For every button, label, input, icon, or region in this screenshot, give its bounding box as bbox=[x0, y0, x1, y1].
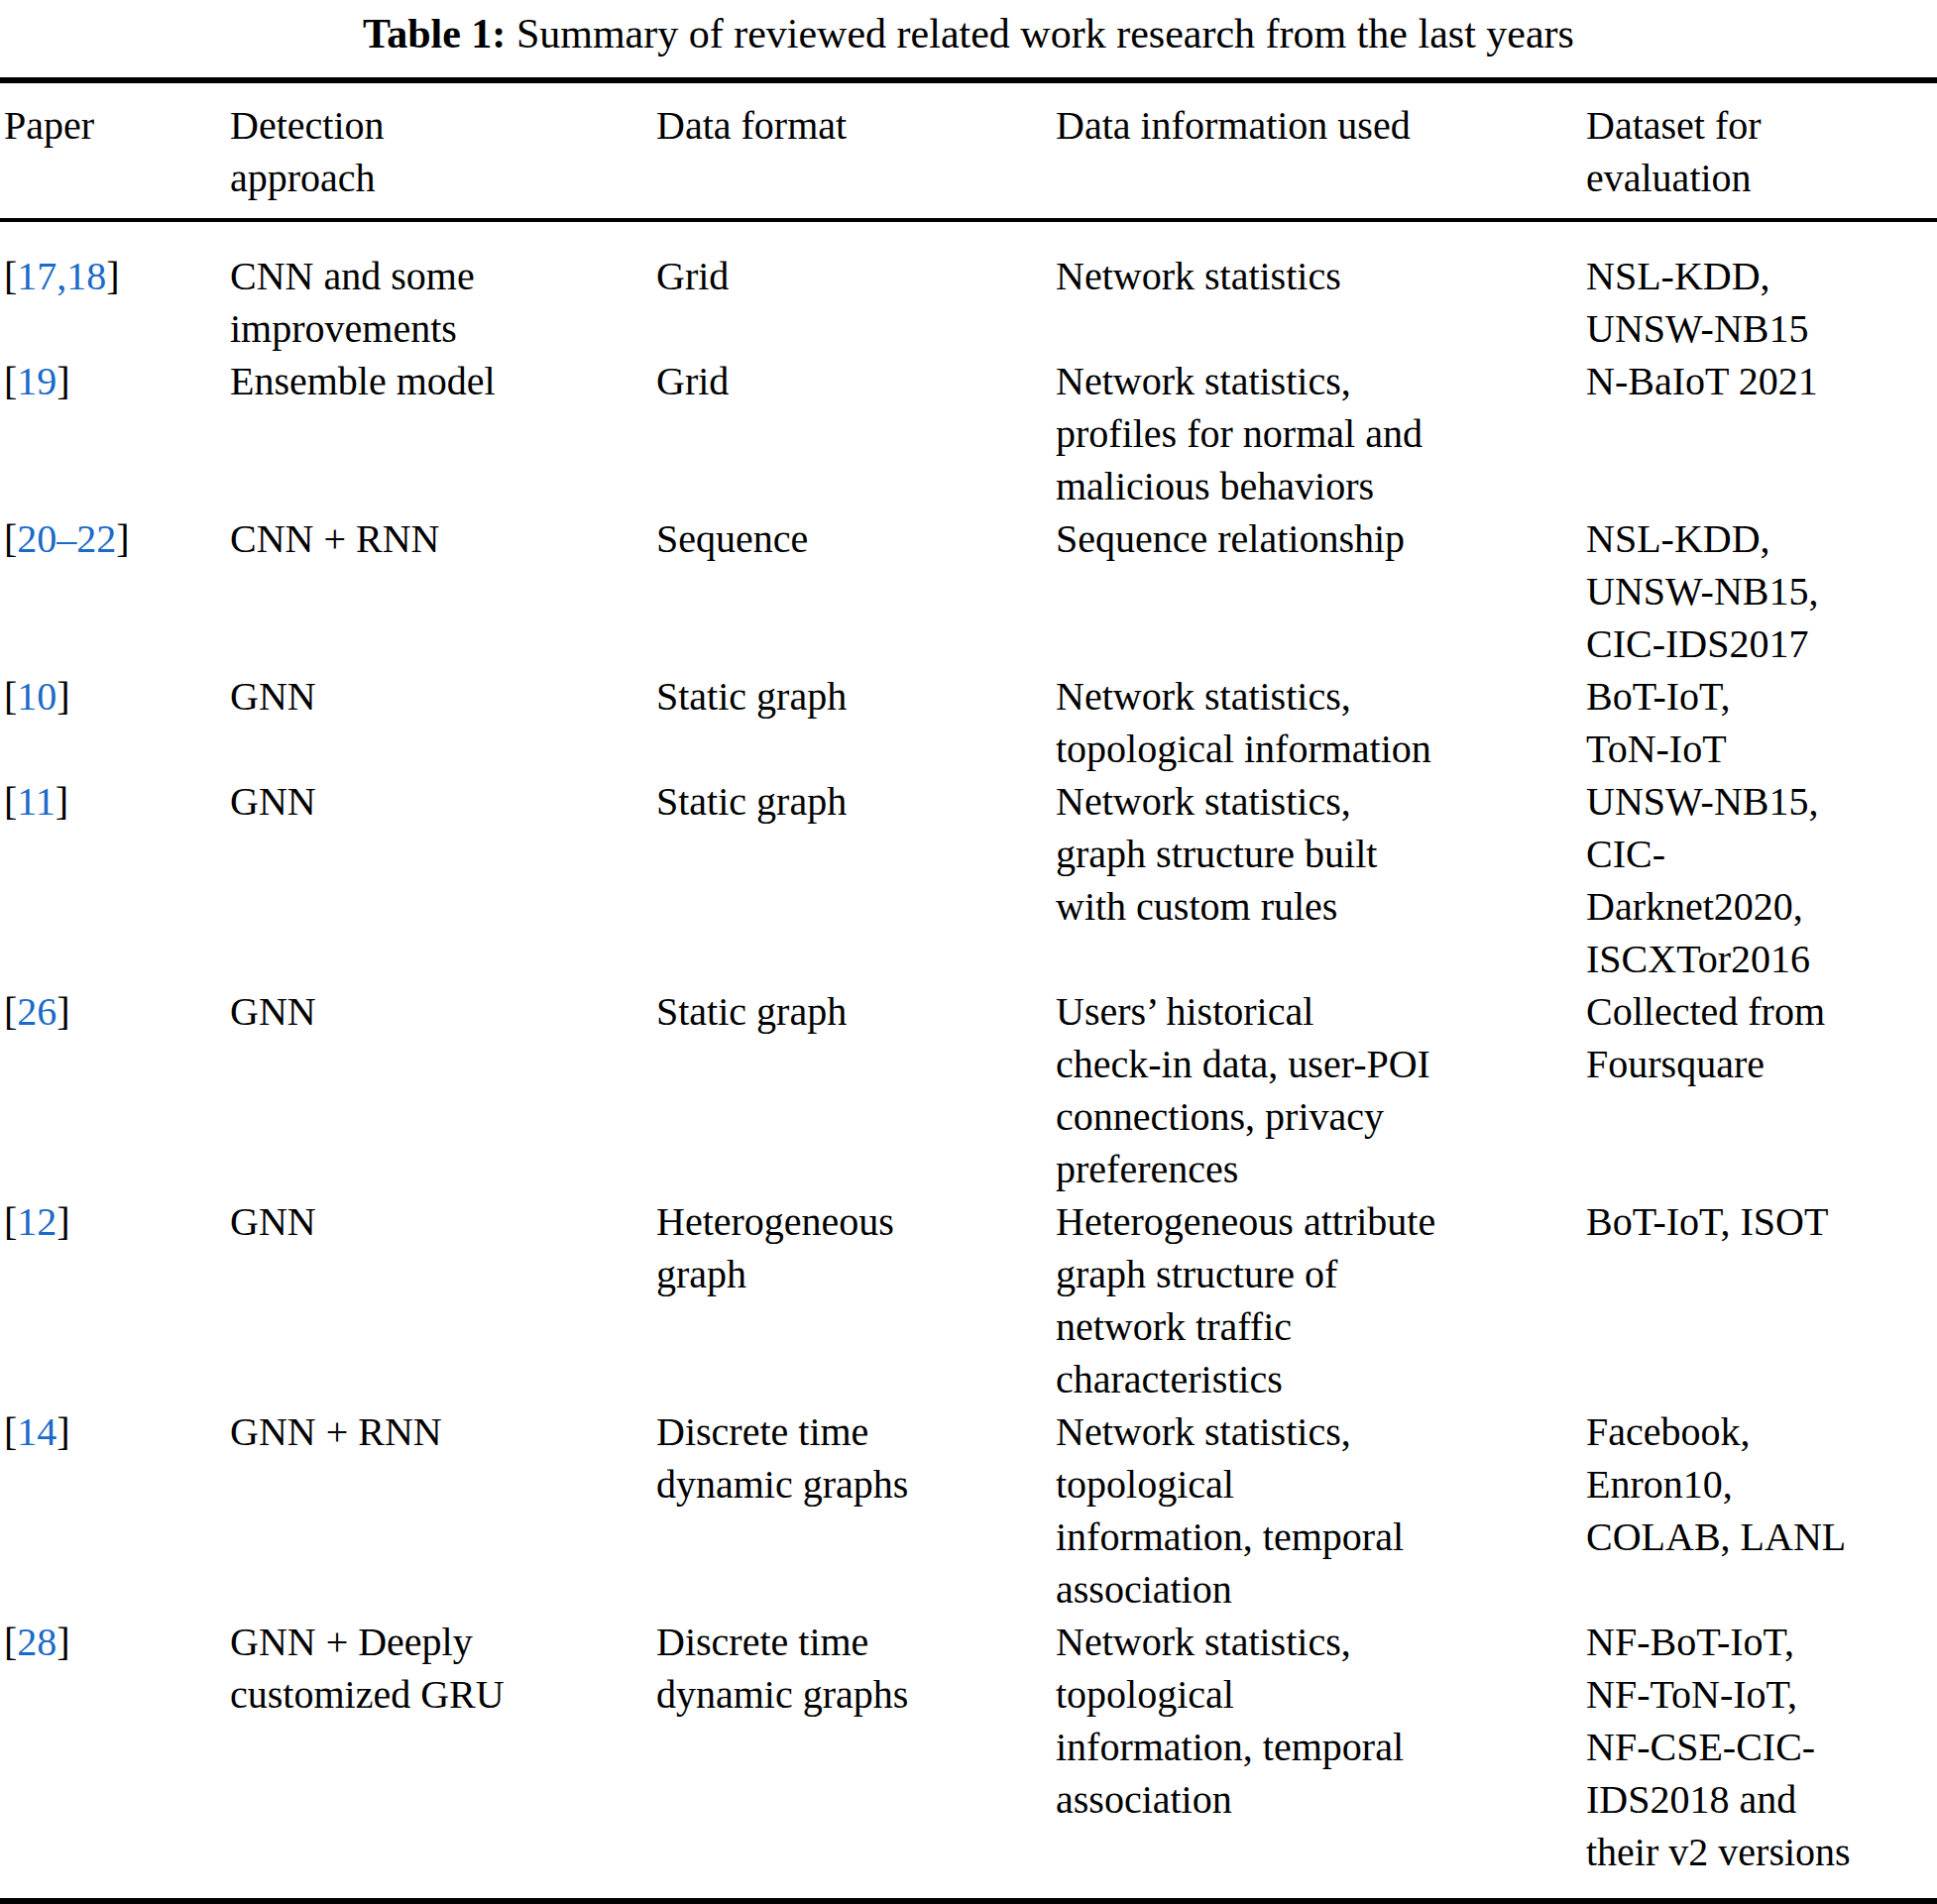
cell-detection-approach: GNN + Deeply customized GRU bbox=[230, 1616, 656, 1901]
cell-dataset: NF-BoT-IoT, NF-ToN-IoT, NF-CSE-CIC- IDS2… bbox=[1586, 1616, 1937, 1901]
cell-paper: [28] bbox=[0, 1616, 230, 1901]
cell-data-format: Discrete time dynamic graphs bbox=[656, 1616, 1056, 1901]
bracket-close: ] bbox=[56, 779, 68, 824]
header-data-information-used: Data information used bbox=[1056, 80, 1586, 220]
table-row: [20–22] CNN + RNN Sequence Sequence rela… bbox=[0, 512, 1937, 670]
bracket-open: [ bbox=[4, 254, 17, 298]
cell-data-information: Network statistics, topological informat… bbox=[1056, 1405, 1586, 1616]
cell-dataset: N-BaIoT 2021 bbox=[1586, 355, 1937, 512]
table-body: [17,18] CNN and some improvements Grid N… bbox=[0, 220, 1937, 1901]
cell-data-information: Network statistics, topological informat… bbox=[1056, 670, 1586, 775]
header-row: Paper Detection approach Data format Dat… bbox=[0, 80, 1937, 220]
bracket-open: [ bbox=[4, 516, 17, 561]
cell-paper: [12] bbox=[0, 1195, 230, 1405]
header-dataset-for-evaluation: Dataset for evaluation bbox=[1586, 80, 1937, 220]
cell-data-format: Discrete time dynamic graphs bbox=[656, 1405, 1056, 1616]
table-row: [10] GNN Static graph Network statistics… bbox=[0, 670, 1937, 775]
cell-data-information: Heterogeneous attribute graph structure … bbox=[1056, 1195, 1586, 1405]
cell-detection-approach: GNN bbox=[230, 1195, 656, 1405]
citation-link[interactable]: 19 bbox=[17, 359, 57, 403]
citation-link[interactable]: 28 bbox=[17, 1620, 57, 1664]
cell-detection-approach: GNN bbox=[230, 775, 656, 985]
citation-link[interactable]: 10 bbox=[17, 674, 57, 719]
cell-data-information: Sequence relationship bbox=[1056, 512, 1586, 670]
cell-data-format: Static graph bbox=[656, 985, 1056, 1195]
bracket-close: ] bbox=[57, 989, 69, 1034]
cell-detection-approach: CNN and some improvements bbox=[230, 220, 656, 355]
cell-data-format: Static graph bbox=[656, 775, 1056, 985]
cell-dataset: BoT-IoT, ToN-IoT bbox=[1586, 670, 1937, 775]
cell-data-format: Sequence bbox=[656, 512, 1056, 670]
cell-data-information: Users’ historical check-in data, user-PO… bbox=[1056, 985, 1586, 1195]
bracket-close: ] bbox=[106, 254, 119, 298]
table-row: [12] GNN Heterogeneous graph Heterogeneo… bbox=[0, 1195, 1937, 1405]
related-work-table: Paper Detection approach Data format Dat… bbox=[0, 77, 1937, 1904]
paper-page: Table 1: Summary of reviewed related wor… bbox=[0, 0, 1937, 1904]
table-header: Paper Detection approach Data format Dat… bbox=[0, 80, 1937, 220]
cell-paper: [14] bbox=[0, 1405, 230, 1616]
citation-link[interactable]: 12 bbox=[17, 1199, 57, 1244]
citation-link[interactable]: 14 bbox=[17, 1409, 57, 1454]
cell-dataset: Collected from Foursquare bbox=[1586, 985, 1937, 1195]
table-row: [28] GNN + Deeply customized GRU Discret… bbox=[0, 1616, 1937, 1901]
cell-detection-approach: GNN + RNN bbox=[230, 1405, 656, 1616]
bracket-close: ] bbox=[116, 516, 129, 561]
bracket-close: ] bbox=[57, 1409, 69, 1454]
bracket-close: ] bbox=[57, 674, 69, 719]
cell-paper: [10] bbox=[0, 670, 230, 775]
cell-dataset: UNSW-NB15, CIC- Darknet2020, ISCXTor2016 bbox=[1586, 775, 1937, 985]
cell-paper: [26] bbox=[0, 985, 230, 1195]
bracket-close: ] bbox=[57, 1620, 69, 1664]
table-row: [14] GNN + RNN Discrete time dynamic gra… bbox=[0, 1405, 1937, 1616]
citation-link[interactable]: 20–22 bbox=[17, 516, 116, 561]
cell-paper: [11] bbox=[0, 775, 230, 985]
table-row: [11] GNN Static graph Network statistics… bbox=[0, 775, 1937, 985]
header-detection-approach: Detection approach bbox=[230, 80, 656, 220]
cell-dataset: NSL-KDD, UNSW-NB15 bbox=[1586, 220, 1937, 355]
table-row: [26] GNN Static graph Users’ historical … bbox=[0, 985, 1937, 1195]
header-paper: Paper bbox=[0, 80, 230, 220]
bracket-open: [ bbox=[4, 674, 17, 719]
bracket-open: [ bbox=[4, 1199, 17, 1244]
table-caption-label: Table 1: bbox=[363, 11, 506, 56]
header-data-format: Data format bbox=[656, 80, 1056, 220]
cell-detection-approach: Ensemble model bbox=[230, 355, 656, 512]
cell-data-format: Heterogeneous graph bbox=[656, 1195, 1056, 1405]
cell-data-format: Grid bbox=[656, 220, 1056, 355]
cell-paper: [19] bbox=[0, 355, 230, 512]
cell-paper: [17,18] bbox=[0, 220, 230, 355]
bracket-close: ] bbox=[57, 1199, 69, 1244]
bracket-open: [ bbox=[4, 359, 17, 403]
table-row: [17,18] CNN and some improvements Grid N… bbox=[0, 220, 1937, 355]
cell-data-information: Network statistics, graph structure buil… bbox=[1056, 775, 1586, 985]
cell-data-format: Static graph bbox=[656, 670, 1056, 775]
cell-data-format: Grid bbox=[656, 355, 1056, 512]
bracket-close: ] bbox=[57, 359, 69, 403]
cell-detection-approach: GNN bbox=[230, 670, 656, 775]
citation-link[interactable]: 11 bbox=[17, 779, 56, 824]
citation-link[interactable]: 17,18 bbox=[17, 254, 106, 298]
cell-detection-approach: GNN bbox=[230, 985, 656, 1195]
cell-data-information: Network statistics, profiles for normal … bbox=[1056, 355, 1586, 512]
cell-dataset: Facebook, Enron10, COLAB, LANL bbox=[1586, 1405, 1937, 1616]
cell-data-information: Network statistics bbox=[1056, 220, 1586, 355]
table-caption: Table 1: Summary of reviewed related wor… bbox=[0, 0, 1937, 77]
cell-paper: [20–22] bbox=[0, 512, 230, 670]
bracket-open: [ bbox=[4, 1409, 17, 1454]
cell-dataset: BoT-IoT, ISOT bbox=[1586, 1195, 1937, 1405]
cell-detection-approach: CNN + RNN bbox=[230, 512, 656, 670]
table-row: [19] Ensemble model Grid Network statist… bbox=[0, 355, 1937, 512]
bracket-open: [ bbox=[4, 989, 17, 1034]
table-caption-text: Summary of reviewed related work researc… bbox=[506, 11, 1574, 56]
citation-link[interactable]: 26 bbox=[17, 989, 57, 1034]
bracket-open: [ bbox=[4, 1620, 17, 1664]
bracket-open: [ bbox=[4, 779, 17, 824]
cell-data-information: Network statistics, topological informat… bbox=[1056, 1616, 1586, 1901]
cell-dataset: NSL-KDD, UNSW-NB15, CIC-IDS2017 bbox=[1586, 512, 1937, 670]
